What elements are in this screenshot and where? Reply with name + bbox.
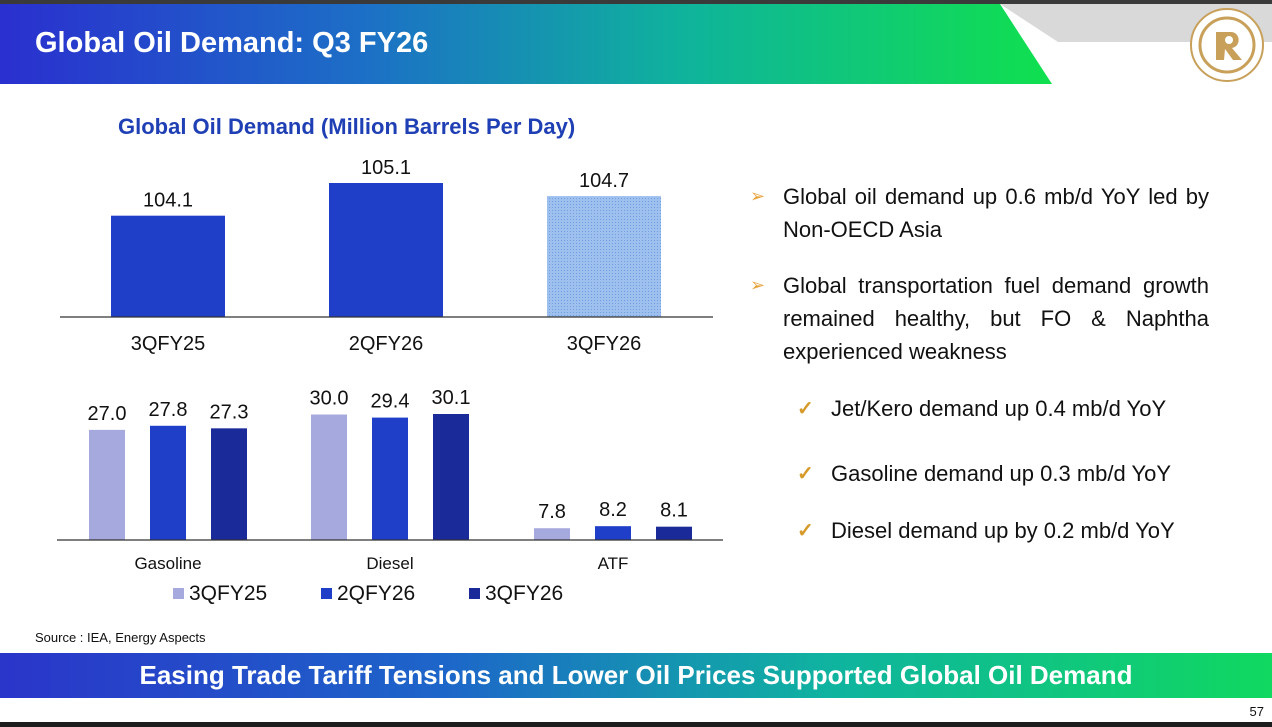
- data-label: 104.1: [143, 190, 193, 212]
- legend-label: 2QFY26: [337, 582, 416, 605]
- legend-swatch: [173, 588, 184, 599]
- legend-item-3qfy26: 3QFY26: [469, 582, 563, 608]
- bar-gasoline-2qfy26: [150, 425, 186, 540]
- checkmark-icon: ✓: [797, 463, 814, 485]
- data-label: 30.0: [310, 388, 349, 410]
- bar-diesel-2qfy26: [372, 417, 408, 540]
- bottom-border: [0, 722, 1272, 727]
- title-gradient-band: [0, 4, 1052, 84]
- legend-label: 3QFY26: [485, 582, 564, 605]
- top-bar-chart: 104.1 3QFY25 105.1 2QFY26 104.7 3QFY26: [60, 157, 713, 355]
- legend-item-3qfy25: 3QFY25: [173, 582, 267, 608]
- legend-item-2qfy26: 2QFY26: [321, 582, 415, 608]
- checkmark-icon: ✓: [797, 520, 814, 542]
- bar-atf-2qfy26: [595, 526, 631, 540]
- bar-2qfy26: [329, 183, 443, 317]
- data-label: 27.8: [149, 399, 188, 421]
- reliance-logo-icon: [1198, 16, 1256, 74]
- data-label: 7.8: [538, 501, 566, 523]
- bar-3qfy26: [547, 196, 661, 317]
- company-logo: [1190, 8, 1264, 82]
- banner-text: Easing Trade Tariff Tensions and Lower O…: [139, 660, 1133, 690]
- data-label: 27.3: [210, 401, 249, 423]
- category-label: ATF: [598, 554, 629, 573]
- bottom-bar-chart: 27.0 27.8 27.3 Gasoline 30.0 29.4 30.1 Diesel 7.…: [57, 387, 723, 573]
- top-border: [0, 0, 1272, 4]
- conclusion-banner: Easing Trade Tariff Tensions and Lower O…: [0, 653, 1272, 698]
- bullet-transport-fuel: Global transportation fuel demand growth…: [783, 273, 1209, 364]
- legend-swatch: [321, 588, 332, 599]
- source-note: Source : IEA, Energy Aspects: [35, 630, 206, 645]
- sub-bullet-jet-kero: Jet/Kero demand up 0.4 mb/d YoY: [831, 396, 1167, 421]
- data-label: 8.2: [599, 499, 627, 521]
- page-title: Global Oil Demand: Q3 FY26: [35, 27, 429, 59]
- bar-diesel-3qfy26: [433, 414, 469, 540]
- bar-atf-3qfy25: [534, 528, 570, 540]
- category-label: Gasoline: [134, 554, 201, 573]
- bar-diesel-3qfy25: [311, 414, 347, 540]
- category-label: Diesel: [366, 554, 413, 573]
- bar-gasoline-3qfy26: [211, 428, 247, 540]
- data-label: 30.1: [432, 387, 471, 409]
- bullet-oil-demand: Global oil demand up 0.6 mb/d YoY led by…: [783, 184, 1209, 242]
- bar-atf-3qfy26: [656, 526, 692, 540]
- legend-label: 3QFY25: [189, 582, 268, 605]
- data-label: 105.1: [361, 157, 411, 179]
- data-label: 27.0: [88, 403, 127, 425]
- page-number: 57: [1249, 704, 1264, 719]
- data-label: 8.1: [660, 500, 688, 522]
- checkmark-icon: ✓: [797, 398, 814, 420]
- category-label: 2QFY26: [349, 333, 423, 355]
- data-label: 29.4: [371, 391, 410, 413]
- top-chart-title: Global Oil Demand (Million Barrels Per D…: [118, 114, 576, 139]
- category-label: 3QFY25: [131, 333, 205, 355]
- bar-gasoline-3qfy25: [89, 429, 125, 540]
- bullet-arrow-icon: ➢: [750, 186, 766, 206]
- data-label: 104.7: [579, 170, 629, 192]
- sub-bullet-diesel: Diesel demand up by 0.2 mb/d YoY: [831, 518, 1175, 543]
- legend-swatch: [469, 588, 480, 599]
- category-label: 3QFY26: [567, 333, 641, 355]
- sub-bullet-gasoline: Gasoline demand up 0.3 mb/d YoY: [831, 461, 1172, 486]
- bar-3qfy25: [111, 215, 225, 317]
- bullet-arrow-icon: ➢: [750, 275, 766, 295]
